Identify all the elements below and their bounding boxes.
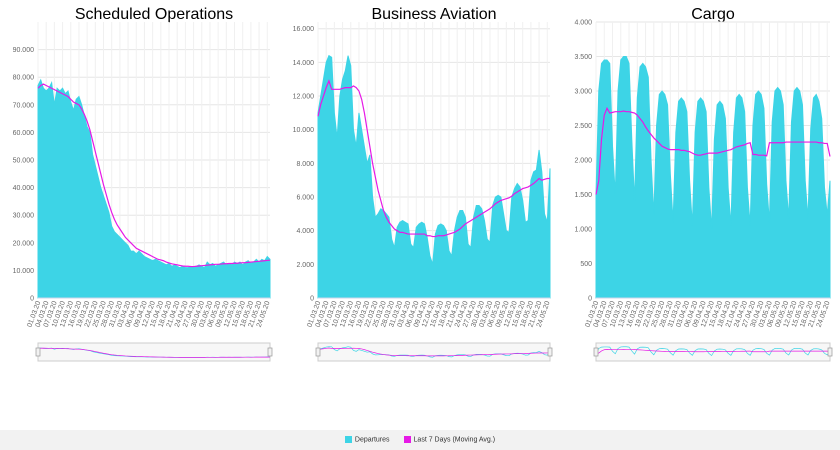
y-tick-label: 3.500: [574, 54, 592, 61]
y-tick-label: 1.500: [574, 192, 592, 199]
chart-title: Cargo: [691, 6, 735, 23]
navigator-handle: [35, 347, 41, 357]
legend-swatch: [344, 436, 352, 444]
chart-title: Scheduled Operations: [75, 6, 233, 23]
y-tick-label: 500: [580, 261, 592, 268]
navigator-handle: [593, 347, 599, 357]
area: [37, 78, 271, 299]
y-tick-label: 14.000: [293, 60, 315, 67]
area: [595, 56, 831, 299]
navigator-handle: [267, 347, 273, 357]
line: [595, 106, 831, 195]
y-tick-label: 60.000: [13, 130, 35, 137]
y-tick-label: 2.000: [574, 158, 592, 165]
y-tick-label: 2.000: [296, 262, 314, 269]
legend-label: Last 7 Days (Moving Avg.): [413, 436, 496, 444]
area: [317, 54, 551, 299]
navigator-line: [595, 349, 831, 355]
legend-swatch: [403, 436, 411, 444]
y-tick-label: 30.000: [13, 213, 35, 220]
y-tick-label: 0: [30, 296, 34, 303]
navigator: [317, 342, 551, 362]
y-tick-label: 0: [310, 296, 314, 303]
line: [317, 79, 550, 238]
navigator-line: [317, 347, 550, 357]
y-tick-label: 3.000: [574, 89, 592, 96]
legend-label: Departures: [354, 436, 390, 444]
charts: Scheduled Operations 0 10.000 20.000 30.000 4…: [13, 6, 833, 362]
y-tick-label: 80.000: [13, 75, 35, 82]
navigator-handle: [827, 347, 833, 357]
y-tick-label: 8.000: [296, 161, 314, 168]
chart-title: Business Aviation: [371, 6, 496, 23]
y-tick-label: 70.000: [13, 102, 35, 109]
y-tick-label: 2.500: [574, 123, 592, 130]
legend-item[interactable]: Last 7 Days (Moving Avg.): [403, 436, 496, 444]
y-tick-label: 12.000: [293, 94, 315, 101]
line: [37, 83, 271, 268]
y-tick-label: 4.000: [574, 20, 592, 27]
y-tick-label: 40.000: [13, 185, 35, 192]
y-tick-label: 50.000: [13, 158, 35, 165]
y-tick-label: 20.000: [13, 240, 35, 247]
legend: Departures Last 7 Days (Moving Avg.): [0, 430, 840, 450]
y-tick-label: 90.000: [13, 47, 35, 54]
y-tick-label: 10.000: [13, 268, 35, 275]
y-tick-label: 6.000: [296, 195, 314, 202]
y-tick-label: 4.000: [296, 228, 314, 235]
navigator-handle: [547, 347, 553, 357]
y-tick-label: 1.000: [574, 227, 592, 234]
y-tick-label: 0: [588, 296, 592, 303]
navigator-handle: [315, 347, 321, 357]
y-tick-label: 16.000: [293, 26, 315, 33]
navigator-line: [37, 347, 271, 358]
legend-item[interactable]: Departures: [344, 436, 390, 444]
navigator: [37, 342, 271, 362]
y-tick-label: 10.000: [293, 127, 315, 134]
